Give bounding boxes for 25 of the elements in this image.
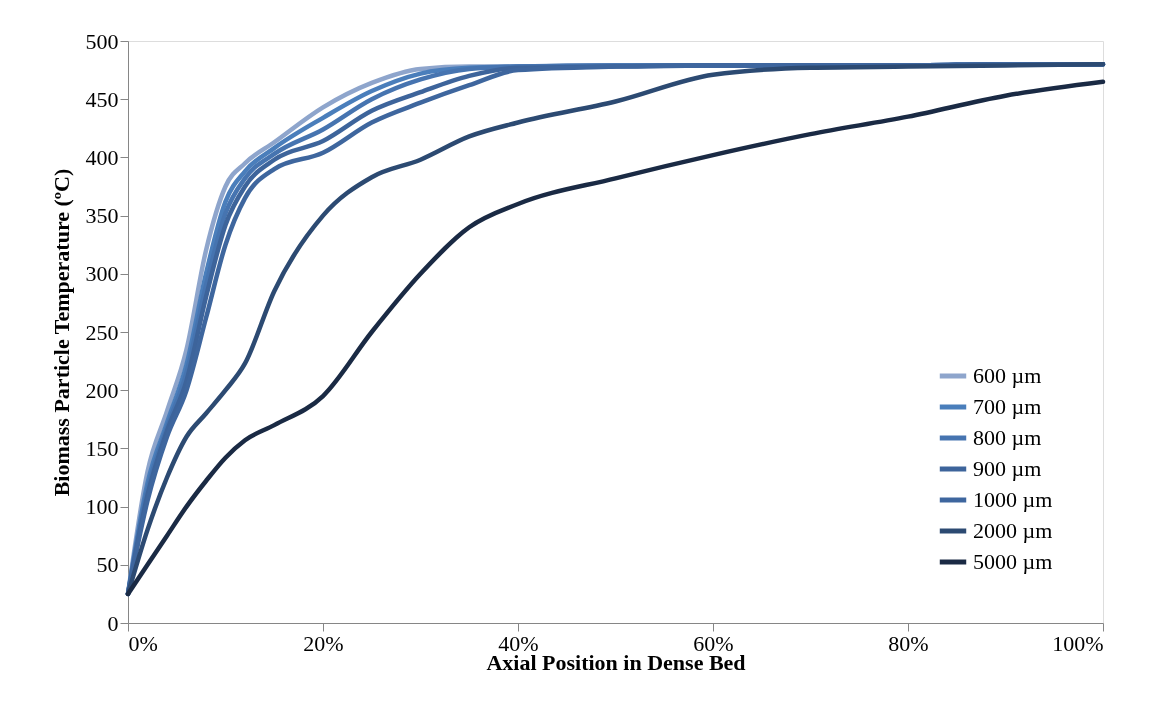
y-tick-label: 400 <box>85 144 119 170</box>
x-tick-label: 0% <box>128 630 158 656</box>
y-tick-label: 450 <box>85 86 119 112</box>
legend-label: 5000 µm <box>973 549 1053 574</box>
x-tick-label: 60% <box>693 630 734 656</box>
y-tick-label: 200 <box>85 377 119 403</box>
legend-label: 1000 µm <box>973 487 1053 512</box>
y-tick-label: 350 <box>85 203 119 229</box>
x-tick-label: 20% <box>303 630 344 656</box>
legend-label: 2000 µm <box>973 518 1053 543</box>
y-tick-label: 100 <box>85 494 119 520</box>
y-tick-label: 300 <box>85 261 119 287</box>
x-tick-label: 80% <box>888 630 929 656</box>
x-tick-label: 100% <box>1052 630 1104 656</box>
legend-label: 900 µm <box>973 456 1042 481</box>
y-tick-label: 150 <box>85 435 119 461</box>
legend-label: 700 µm <box>973 394 1042 419</box>
y-tick-label: 50 <box>96 552 119 578</box>
y-axis-title: Biomass Particle Temperature (ºC) <box>48 168 74 497</box>
y-tick-label: 0 <box>107 610 119 636</box>
legend-label: 600 µm <box>973 363 1042 388</box>
y-tick-label: 250 <box>85 319 119 345</box>
legend-label: 800 µm <box>973 425 1042 450</box>
x-tick-label: 40% <box>498 630 539 656</box>
y-tick-label: 500 <box>85 28 119 54</box>
